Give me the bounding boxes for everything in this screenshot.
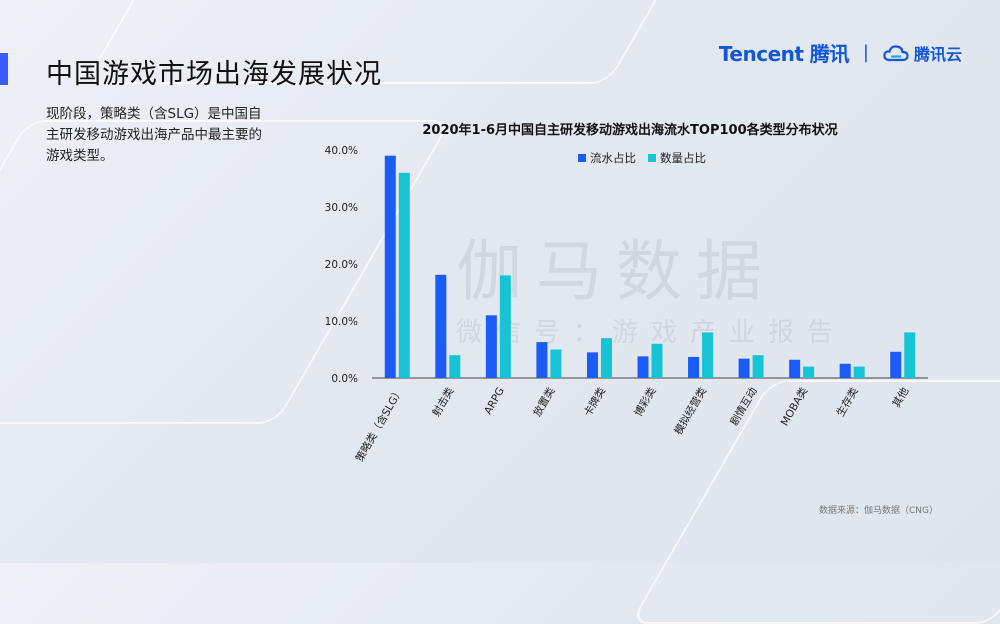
bar-series2 [752,355,764,378]
bar-series1 [586,352,598,378]
logo-row: Tencent 腾讯 | 腾讯云 [719,38,962,67]
bar-series2 [651,343,663,378]
bar-series2 [600,338,612,378]
legend-swatch [578,154,586,162]
x-tick-label: 其他 [890,385,912,410]
y-tick-label: 0.0% [331,373,358,385]
y-tick-label: 30.0% [325,202,358,214]
bar-series1 [637,356,649,378]
bar-series2 [550,349,562,378]
y-tick-label: 40.0% [325,145,358,157]
bar-series1 [688,356,700,378]
x-tick-label: 放置类 [530,385,557,419]
x-tick-label: 博彩类 [632,385,659,419]
bar-series1 [485,315,497,378]
x-tick-label: 射击类 [429,385,456,419]
tencent-logo: Tencent 腾讯 [718,42,849,66]
x-tick-label: 卡牌类 [581,385,608,419]
title-accent-bar [0,53,8,85]
bar-series2 [803,366,815,378]
bar-series1 [435,274,447,378]
chart-title: 2020年1-6月中国自主研发移动游戏出海流水TOP100各类型分布状况 [422,123,838,138]
legend-label: 流水占比 [590,151,636,165]
bar-series2 [499,275,511,378]
bar-series2 [904,332,916,378]
x-tick-label: 策略类（含SLG） [353,385,406,464]
legend-label: 数量占比 [660,151,706,165]
page-description: 现阶段，策略类（含SLG）是中国自主研发移动游戏出海产品中最主要的游戏类型。 [46,106,262,164]
tencent-cloud-logo: 腾讯云 [883,41,962,65]
bar-chart: 0.0% 10.0% 20.0% 30.0% 40.0% 策略类（含SLG） 射击类 ARPG… [325,145,928,464]
bar-series2 [398,172,410,378]
bar-series1 [384,155,396,378]
data-source: 数据来源：伽马数据（CNG） [819,506,938,516]
bar-series1 [839,363,851,378]
bar-series2 [702,332,714,378]
y-tick-label: 20.0% [325,259,358,271]
y-tick-label: 10.0% [325,316,358,328]
bar-series2 [853,366,865,378]
x-tick-label: 剧情互动 [727,385,759,428]
bar-series1 [890,351,902,378]
bar-series1 [789,359,801,378]
bar-series2 [449,355,461,378]
x-tick-label: 生存类 [834,385,861,419]
cloud-icon [883,44,909,61]
legend-swatch [648,154,656,162]
x-tick-label: MOBA类 [778,385,811,428]
cloud-logo-text: 腾讯云 [913,44,962,64]
watermark-sub: 微信号：游戏产业报告 [456,318,847,348]
logo-separator: | [862,42,869,63]
bar-series1 [536,342,548,378]
x-tick-label: ARPG [482,386,507,417]
page-title: 中国游戏市场出海发展状况 [46,59,382,90]
bar-series1 [738,358,750,378]
x-tick-label: 模拟经营类 [672,385,710,437]
